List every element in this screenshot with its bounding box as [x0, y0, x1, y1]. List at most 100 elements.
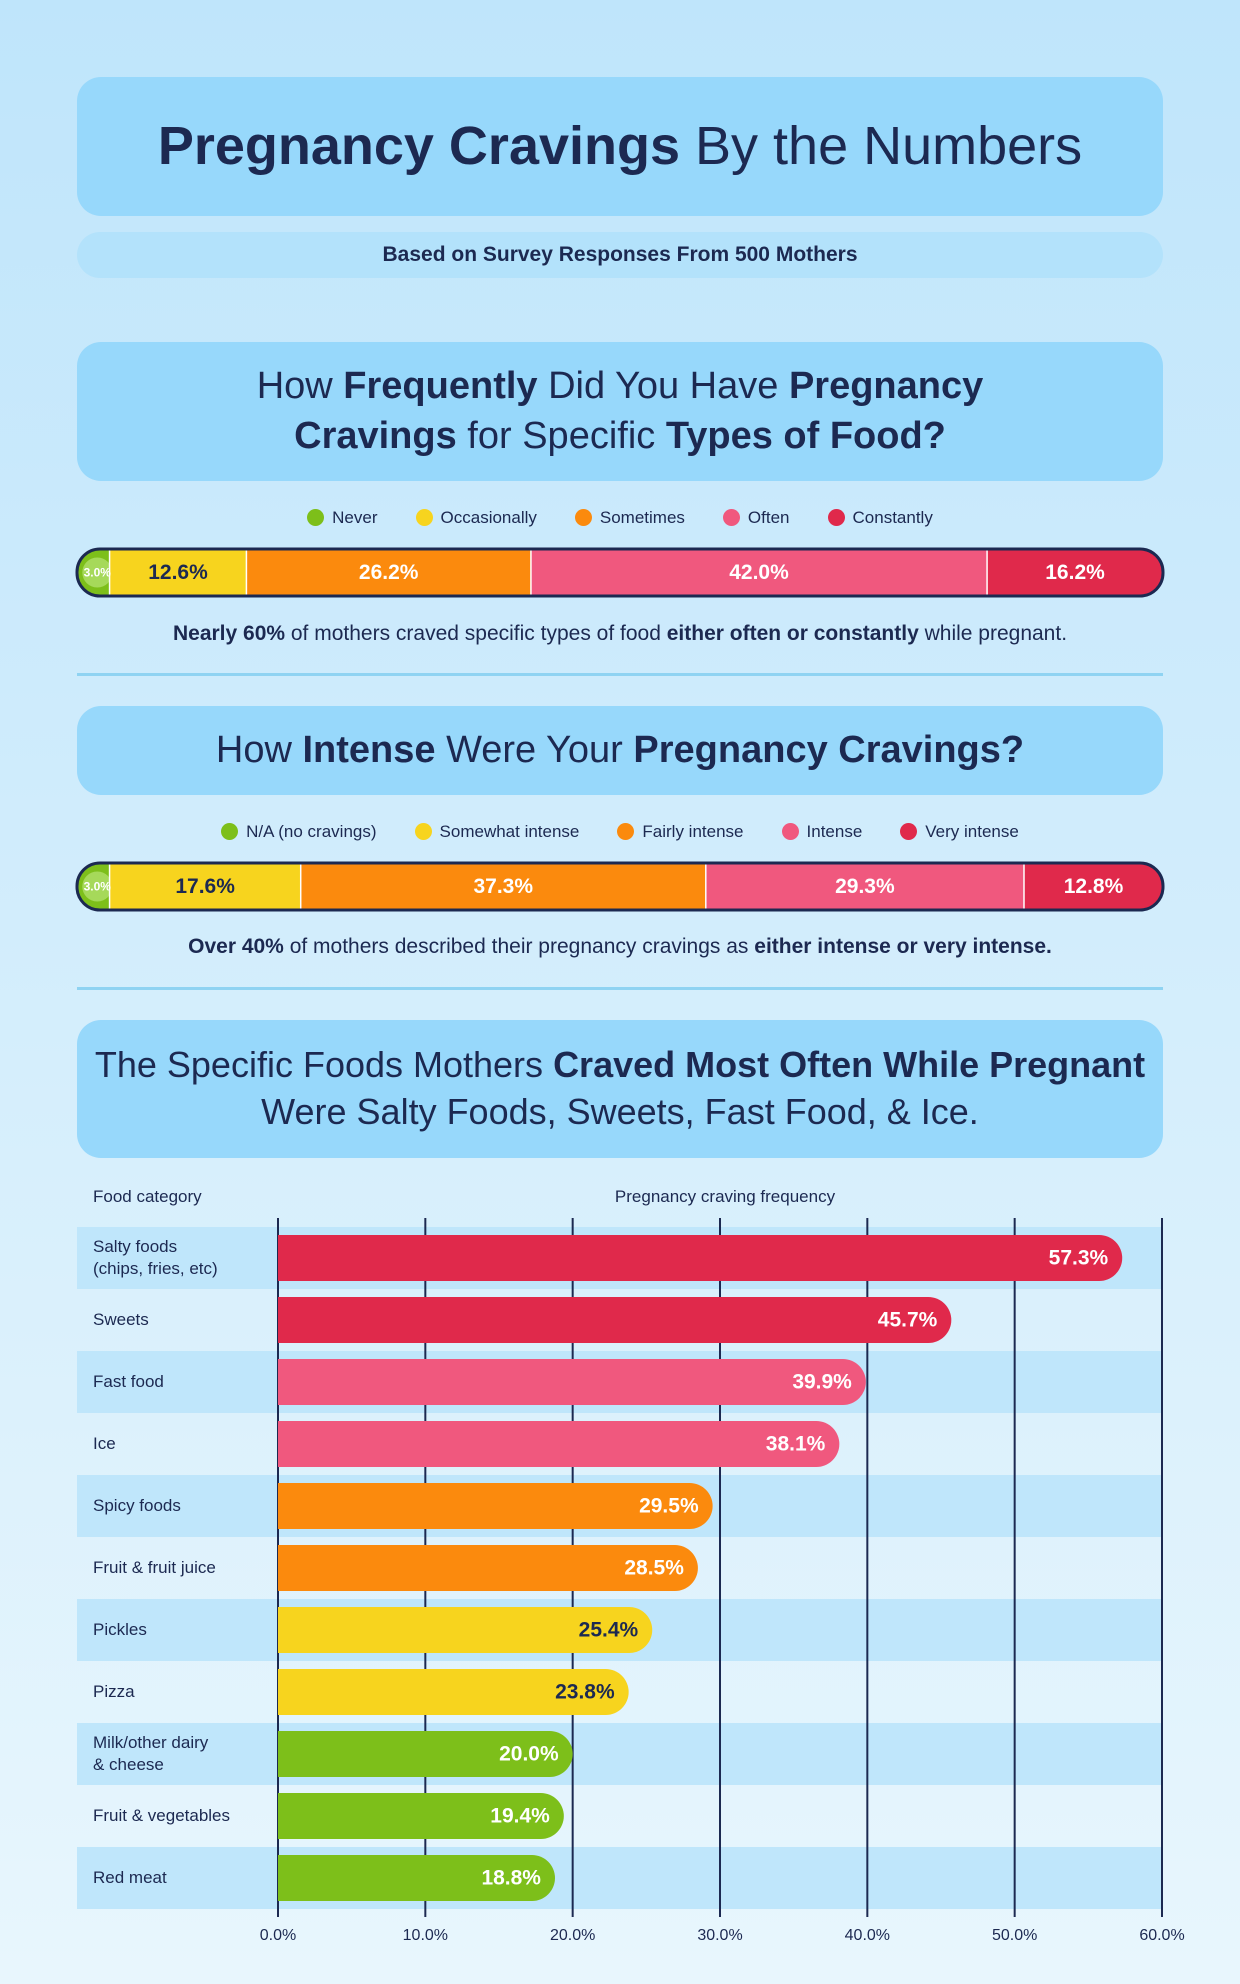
text-segment: By the Numbers	[680, 116, 1083, 177]
note: Nearly 60% of mothers craved specific ty…	[60, 622, 1180, 646]
bar	[278, 1607, 653, 1653]
legend-swatch	[221, 823, 239, 840]
legend: Never Occasionally Sometimes Often Constantl…	[77, 508, 1163, 528]
legend-label: Intense	[806, 822, 863, 841]
text-segment: Were Your	[435, 728, 634, 771]
value-label: 17.6%	[175, 875, 235, 898]
value-label: 42.0%	[729, 561, 789, 584]
text-segment: either often or constantly	[666, 622, 919, 645]
bar-segment	[1023, 863, 1163, 910]
value-label: 3.0%	[84, 880, 112, 894]
legend-swatch	[781, 823, 799, 840]
x-tick-label: 30.0%	[697, 1927, 742, 1944]
chart-title: How Frequently Did You Have Pregnancy Cr…	[180, 362, 1060, 461]
legend-label: N/A (no cravings)	[246, 822, 377, 841]
bar	[278, 1297, 952, 1343]
divider	[77, 987, 1163, 990]
category-label: Fruit & vegetables	[93, 1805, 231, 1825]
value-label: 39.9%	[792, 1371, 852, 1394]
x-axis-label: Pregnancy craving frequency	[614, 1187, 836, 1206]
text-segment: Did You Have	[537, 365, 789, 408]
legend-swatch	[415, 509, 433, 526]
stacked-bar	[77, 863, 1163, 910]
legend-label: Occasionally	[440, 508, 537, 527]
bar-segment	[300, 863, 706, 910]
value-label: 12.6%	[148, 561, 208, 584]
legend-item: Intense	[781, 822, 863, 842]
legend-item: Often	[722, 508, 790, 528]
category-label: Fruit & fruit juice	[93, 1557, 216, 1577]
text-segment: Frequently	[343, 365, 538, 408]
text-segment: of mothers craved specific types of food	[285, 622, 667, 645]
value-label: 38.1%	[766, 1433, 826, 1456]
legend-item: N/A (no cravings)	[221, 822, 377, 842]
text-segment: How	[215, 728, 303, 771]
bar-segment	[705, 863, 1024, 910]
legend-item: Constantly	[827, 508, 933, 528]
bar	[278, 1669, 629, 1715]
legend-label: Constantly	[852, 508, 933, 527]
x-tick-label: 50.0%	[992, 1927, 1037, 1944]
subtitle: Based on Survey Responses From 500 Mothe…	[382, 243, 858, 267]
value-label: 25.4%	[579, 1619, 639, 1642]
x-tick-label: 10.0%	[403, 1927, 448, 1944]
label-badge	[82, 871, 113, 902]
category-label: Fast food	[93, 1371, 164, 1391]
value-label: 16.2%	[1045, 561, 1105, 584]
category-label: Spicy foods	[93, 1495, 181, 1515]
text-segment: of mothers described their pregnancy cra…	[283, 935, 755, 958]
note: Over 40% of mothers described their preg…	[60, 935, 1180, 959]
chart-title-box: The Specific Foods Mothers Craved Most O…	[77, 1020, 1163, 1158]
row-band	[77, 1847, 1163, 1909]
value-label: 19.4%	[490, 1805, 550, 1828]
x-tick-label: 0.0%	[260, 1927, 296, 1944]
legend-label: Somewhat intense	[439, 822, 580, 841]
value-label: 20.0%	[499, 1743, 559, 1766]
x-tick-label: 60.0%	[1139, 1927, 1184, 1944]
category-label: Salty foods (chips, fries, etc)	[93, 1236, 218, 1278]
text-segment: Over 40%	[188, 935, 284, 958]
value-label: 3.0%	[84, 566, 112, 580]
legend: N/A (no cravings) Somewhat intense Fairly …	[77, 822, 1163, 842]
text-segment: Pregnancy Cravings	[294, 365, 994, 457]
chart-title: The Specific Foods Mothers Craved Most O…	[85, 1042, 1155, 1136]
category-label: Milk/other dairy & cheese	[93, 1732, 209, 1774]
legend-swatch	[307, 509, 325, 526]
text-segment: while pregnant.	[918, 622, 1068, 645]
bar-segment	[109, 863, 301, 910]
bar	[278, 1421, 840, 1467]
value-label: 12.8%	[1064, 875, 1124, 898]
text-segment: Craved Most Often While Pregnant	[553, 1044, 1146, 1086]
label-badge	[82, 557, 113, 588]
title-box: Pregnancy Cravings By the Numbers	[77, 77, 1163, 216]
bar	[278, 1855, 555, 1901]
value-label: 29.3%	[835, 875, 895, 898]
divider	[77, 673, 1163, 676]
main-title: Pregnancy Cravings By the Numbers	[158, 111, 1082, 181]
legend-item: Fairly intense	[617, 822, 744, 842]
legend-item: Never	[307, 508, 378, 528]
bar-outline	[75, 547, 1165, 598]
text-segment: Nearly 60%	[172, 622, 286, 645]
text-segment: either intense or very intense.	[754, 935, 1052, 958]
text-segment: Types of Food?	[665, 414, 946, 457]
bar-segment	[530, 549, 988, 596]
bar	[278, 1545, 698, 1591]
bar	[278, 1483, 713, 1529]
category-label: Pizza	[93, 1681, 135, 1701]
bar-outline	[75, 861, 1165, 912]
row-band	[77, 1723, 1163, 1785]
value-label: 18.8%	[481, 1867, 541, 1890]
stacked-bar	[77, 549, 1163, 596]
value-label: 23.8%	[555, 1681, 615, 1704]
legend-swatch	[617, 823, 635, 840]
legend-item: Somewhat intense	[414, 822, 580, 842]
legend-label: Fairly intense	[642, 822, 744, 841]
text-segment: Were Salty Foods, Sweets, Fast Food, & I…	[261, 1044, 1156, 1132]
value-label: 26.2%	[359, 561, 419, 584]
bar-segment	[246, 549, 531, 596]
value-label: 28.5%	[624, 1557, 684, 1580]
bar	[278, 1359, 866, 1405]
y-axis-label: Food category	[93, 1187, 202, 1206]
